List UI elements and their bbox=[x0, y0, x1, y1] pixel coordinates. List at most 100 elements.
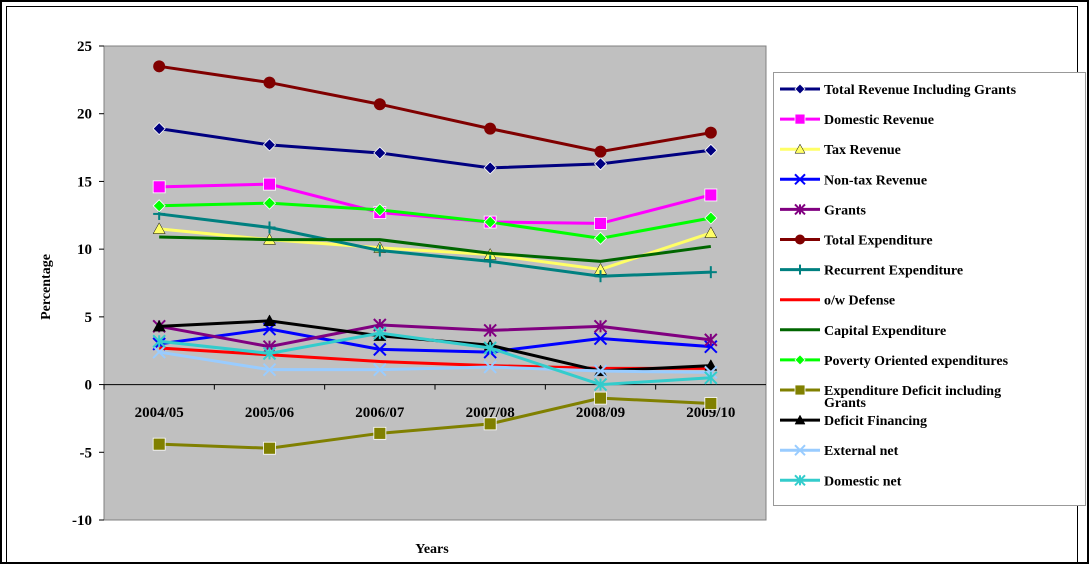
legend-label: Domestic net bbox=[824, 474, 902, 489]
x-axis-ticks: 2004/05 2005/06 2006/07 2007/08 2008/09 2009/… bbox=[103, 384, 735, 421]
series-layer bbox=[152, 60, 718, 455]
x-marker-stroke bbox=[593, 331, 608, 346]
circle-marker bbox=[704, 126, 717, 139]
plus-marker bbox=[484, 255, 497, 268]
circle-marker bbox=[153, 60, 166, 73]
star-marker bbox=[593, 319, 608, 334]
triangle-marker bbox=[704, 226, 718, 238]
square-marker bbox=[152, 437, 166, 451]
series-line bbox=[159, 346, 711, 370]
x-marker bbox=[262, 362, 277, 377]
series-line bbox=[159, 235, 712, 263]
x-marker bbox=[373, 362, 387, 377]
diamond-marker bbox=[794, 83, 806, 95]
diamond-marker bbox=[704, 143, 718, 157]
x-marker-stroke bbox=[794, 173, 806, 186]
square-marker bbox=[794, 113, 806, 125]
series-line bbox=[158, 327, 711, 354]
star-marker bbox=[152, 334, 166, 348]
legend-label: Capital Expenditure bbox=[824, 324, 946, 339]
plus-marker bbox=[594, 270, 607, 283]
diamond-marker bbox=[483, 215, 497, 229]
x-marker-stroke bbox=[373, 342, 387, 357]
square-marker bbox=[794, 384, 806, 396]
series-recurrent-expenditure bbox=[153, 207, 717, 283]
legend-label: Deficit Financing bbox=[824, 414, 927, 429]
series-line bbox=[159, 201, 712, 240]
x-tick-label: 2007/08 bbox=[466, 405, 515, 421]
x-marker bbox=[593, 364, 608, 378]
series-line bbox=[158, 64, 712, 154]
x-marker-stroke bbox=[373, 362, 387, 377]
series-expenditure-deficit-including-grants bbox=[152, 391, 718, 455]
legend-label: o/w Defense bbox=[824, 294, 895, 309]
legend-label: Non-tax Revenue bbox=[824, 173, 927, 188]
diamond-marker bbox=[593, 157, 608, 171]
star-marker bbox=[593, 377, 608, 392]
legend-item: Tax Revenue bbox=[780, 143, 901, 158]
triangle-marker bbox=[263, 314, 276, 326]
series-line bbox=[158, 127, 712, 170]
diamond-marker bbox=[262, 138, 277, 152]
star-marker bbox=[704, 333, 718, 347]
square-marker bbox=[152, 180, 166, 194]
y-tick-label: 25 bbox=[77, 39, 92, 55]
plus-marker bbox=[795, 264, 805, 275]
plot-background bbox=[103, 45, 767, 521]
diamond-marker bbox=[373, 203, 387, 217]
legend-item: o/w Defense bbox=[780, 294, 895, 309]
y-tick-label: -10 bbox=[72, 513, 92, 529]
series-capital-expenditure bbox=[159, 235, 712, 263]
legend-label-continued: Grants bbox=[824, 396, 867, 411]
legend-item: Capital Expenditure bbox=[780, 324, 946, 339]
series-domestic-net bbox=[152, 326, 718, 392]
legend-label: Grants bbox=[824, 203, 867, 218]
y-tick-label: 5 bbox=[85, 310, 93, 326]
plus-marker bbox=[373, 244, 386, 257]
square-marker bbox=[594, 217, 607, 230]
star-marker bbox=[794, 203, 806, 216]
series-total-revenue-including-grants bbox=[152, 122, 718, 175]
square-marker bbox=[483, 417, 497, 431]
series-total-expenditure bbox=[153, 60, 717, 158]
x-marker-stroke bbox=[593, 364, 608, 378]
triangle-marker bbox=[152, 222, 166, 234]
series-line bbox=[158, 323, 712, 349]
x-marker bbox=[794, 444, 806, 456]
triangle-marker bbox=[794, 414, 806, 425]
legend-item: Recurrent Expenditure bbox=[780, 264, 963, 279]
x-marker bbox=[152, 345, 166, 359]
legend-item: Total Revenue Including Grants bbox=[780, 83, 1017, 98]
legend-label: Domestic Revenue bbox=[824, 113, 934, 128]
legend: Total Revenue Including Grants Domestic R… bbox=[773, 72, 1086, 506]
x-tick-label: 2006/07 bbox=[355, 405, 405, 421]
y-tick-label: 20 bbox=[77, 107, 92, 123]
diamond-marker bbox=[152, 122, 166, 136]
square-marker bbox=[263, 441, 276, 455]
legend-label: Total Revenue Including Grants bbox=[824, 83, 1017, 98]
series-line bbox=[159, 331, 711, 387]
series-poverty-oriented-expenditures bbox=[152, 196, 718, 245]
x-marker-stroke bbox=[262, 362, 277, 377]
x-axis-title: Years bbox=[415, 542, 449, 557]
legend-label: Total Expenditure bbox=[824, 234, 933, 249]
plus-marker bbox=[704, 266, 717, 279]
legend-item: Domestic Revenue bbox=[780, 113, 934, 128]
diamond-marker bbox=[262, 196, 277, 210]
square-marker bbox=[263, 177, 276, 191]
legend-label: External net bbox=[824, 444, 899, 459]
circle-marker bbox=[594, 145, 607, 158]
y-tick-label: -5 bbox=[80, 445, 93, 461]
square-marker bbox=[704, 397, 718, 410]
legend-item: Poverty Oriented expenditures bbox=[780, 354, 1009, 369]
legend-item: Deficit Financing bbox=[780, 414, 927, 429]
series-line bbox=[159, 396, 711, 450]
triangle-marker bbox=[704, 359, 718, 371]
circle-marker bbox=[373, 98, 386, 111]
square-marker bbox=[704, 188, 718, 202]
plus-marker bbox=[263, 221, 276, 234]
x-tick-label: 2004/05 bbox=[135, 405, 184, 421]
diamond-marker bbox=[704, 211, 718, 225]
y-axis-ticks: -10 -5 0 5 10 15 20 25 bbox=[72, 39, 104, 529]
